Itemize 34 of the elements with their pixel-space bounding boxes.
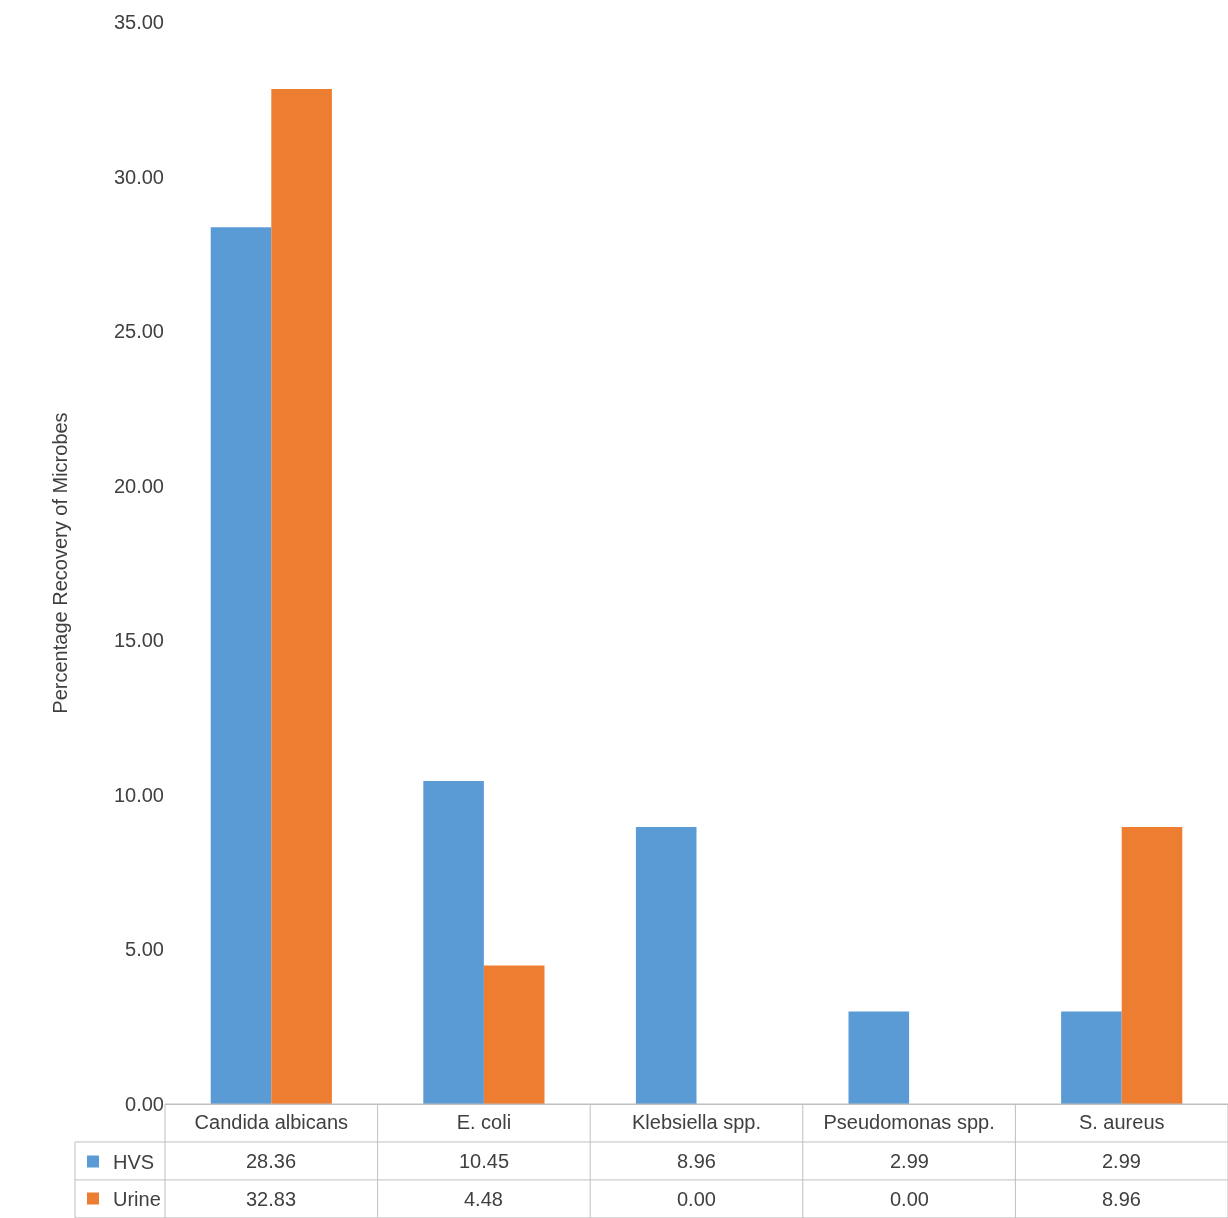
data-label: 28.36 xyxy=(246,1150,297,1172)
data-label: 32.83 xyxy=(246,1188,297,1210)
x-tick-label: Klebsiella spp. xyxy=(632,1111,761,1133)
data-label: 0.00 xyxy=(890,1188,929,1210)
y-tick-label: 35.00 xyxy=(113,11,164,33)
data-label: 10.45 xyxy=(459,1150,510,1172)
legend-label: Urine xyxy=(113,1188,161,1211)
y-tick-label: 30.00 xyxy=(113,165,164,188)
y-tick-label: 25.00 xyxy=(113,320,164,343)
x-tick-label: S. aureus xyxy=(1078,1111,1165,1133)
bar xyxy=(271,89,332,1104)
y-tick-label: 15.00 xyxy=(113,629,164,652)
bar xyxy=(1121,827,1183,1104)
y-tick-label: 5.00 xyxy=(125,938,164,961)
data-label: 2.99 xyxy=(1102,1150,1141,1172)
bar xyxy=(423,780,484,1104)
data-label: 2.99 xyxy=(890,1150,929,1172)
bar xyxy=(848,1011,910,1104)
y-tick-label: 20.00 xyxy=(113,474,164,497)
y-axis-title: Percentage Recovery of Microbes xyxy=(49,412,72,714)
x-tick-label: E. coli xyxy=(456,1111,512,1133)
bar xyxy=(210,227,272,1104)
data-label: 4.48 xyxy=(464,1188,503,1210)
bar xyxy=(635,827,697,1104)
legend-label: HVS xyxy=(113,1151,155,1174)
bar xyxy=(1061,1011,1122,1104)
x-tick-label: Candida albicans xyxy=(194,1111,349,1133)
data-label: 0.00 xyxy=(677,1188,716,1210)
y-tick-label: 0.00 xyxy=(125,1093,164,1115)
bar xyxy=(483,965,545,1104)
data-label: 8.96 xyxy=(677,1150,716,1172)
y-tick-label: 10.00 xyxy=(113,783,164,806)
x-tick-label: Pseudomonas spp. xyxy=(823,1111,995,1133)
data-label: 8.96 xyxy=(1102,1188,1141,1210)
